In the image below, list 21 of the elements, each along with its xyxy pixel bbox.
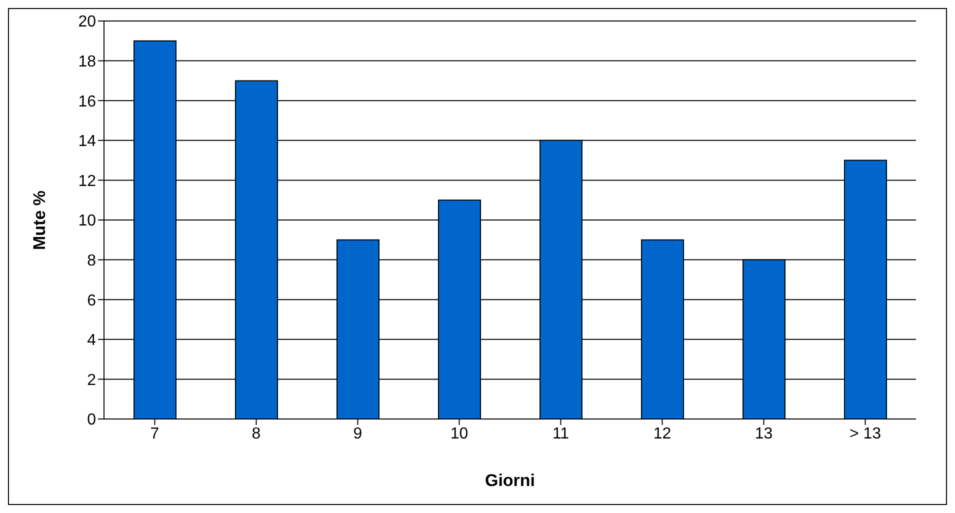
y-axis-title: Mute % [30,190,50,250]
y-tick-label: 0 [87,412,96,429]
y-tick-label: 16 [78,93,96,110]
y-tick-label: 10 [78,212,96,230]
x-tick-label: > 13 [849,425,882,442]
x-tick-label: 11 [552,425,570,442]
x-tick-label: 10 [450,425,468,442]
x-tick-label: 8 [252,425,261,442]
y-tick-label: 14 [78,133,96,150]
y-tick-label: 18 [78,53,96,70]
x-axis-title: Giorni [484,471,536,490]
y-tick-label: 2 [87,372,96,389]
x-tick-label: 7 [150,425,160,442]
x-tick-label: 9 [353,425,362,442]
y-tick-label: 8 [87,252,96,270]
y-tick-label: 4 [87,332,96,350]
x-tick-label: 13 [754,425,773,442]
y-tick-label: 20 [78,14,96,31]
x-tick-label: 12 [653,425,672,442]
y-tick-label: 12 [78,172,96,190]
y-tick-label: 6 [87,292,96,310]
